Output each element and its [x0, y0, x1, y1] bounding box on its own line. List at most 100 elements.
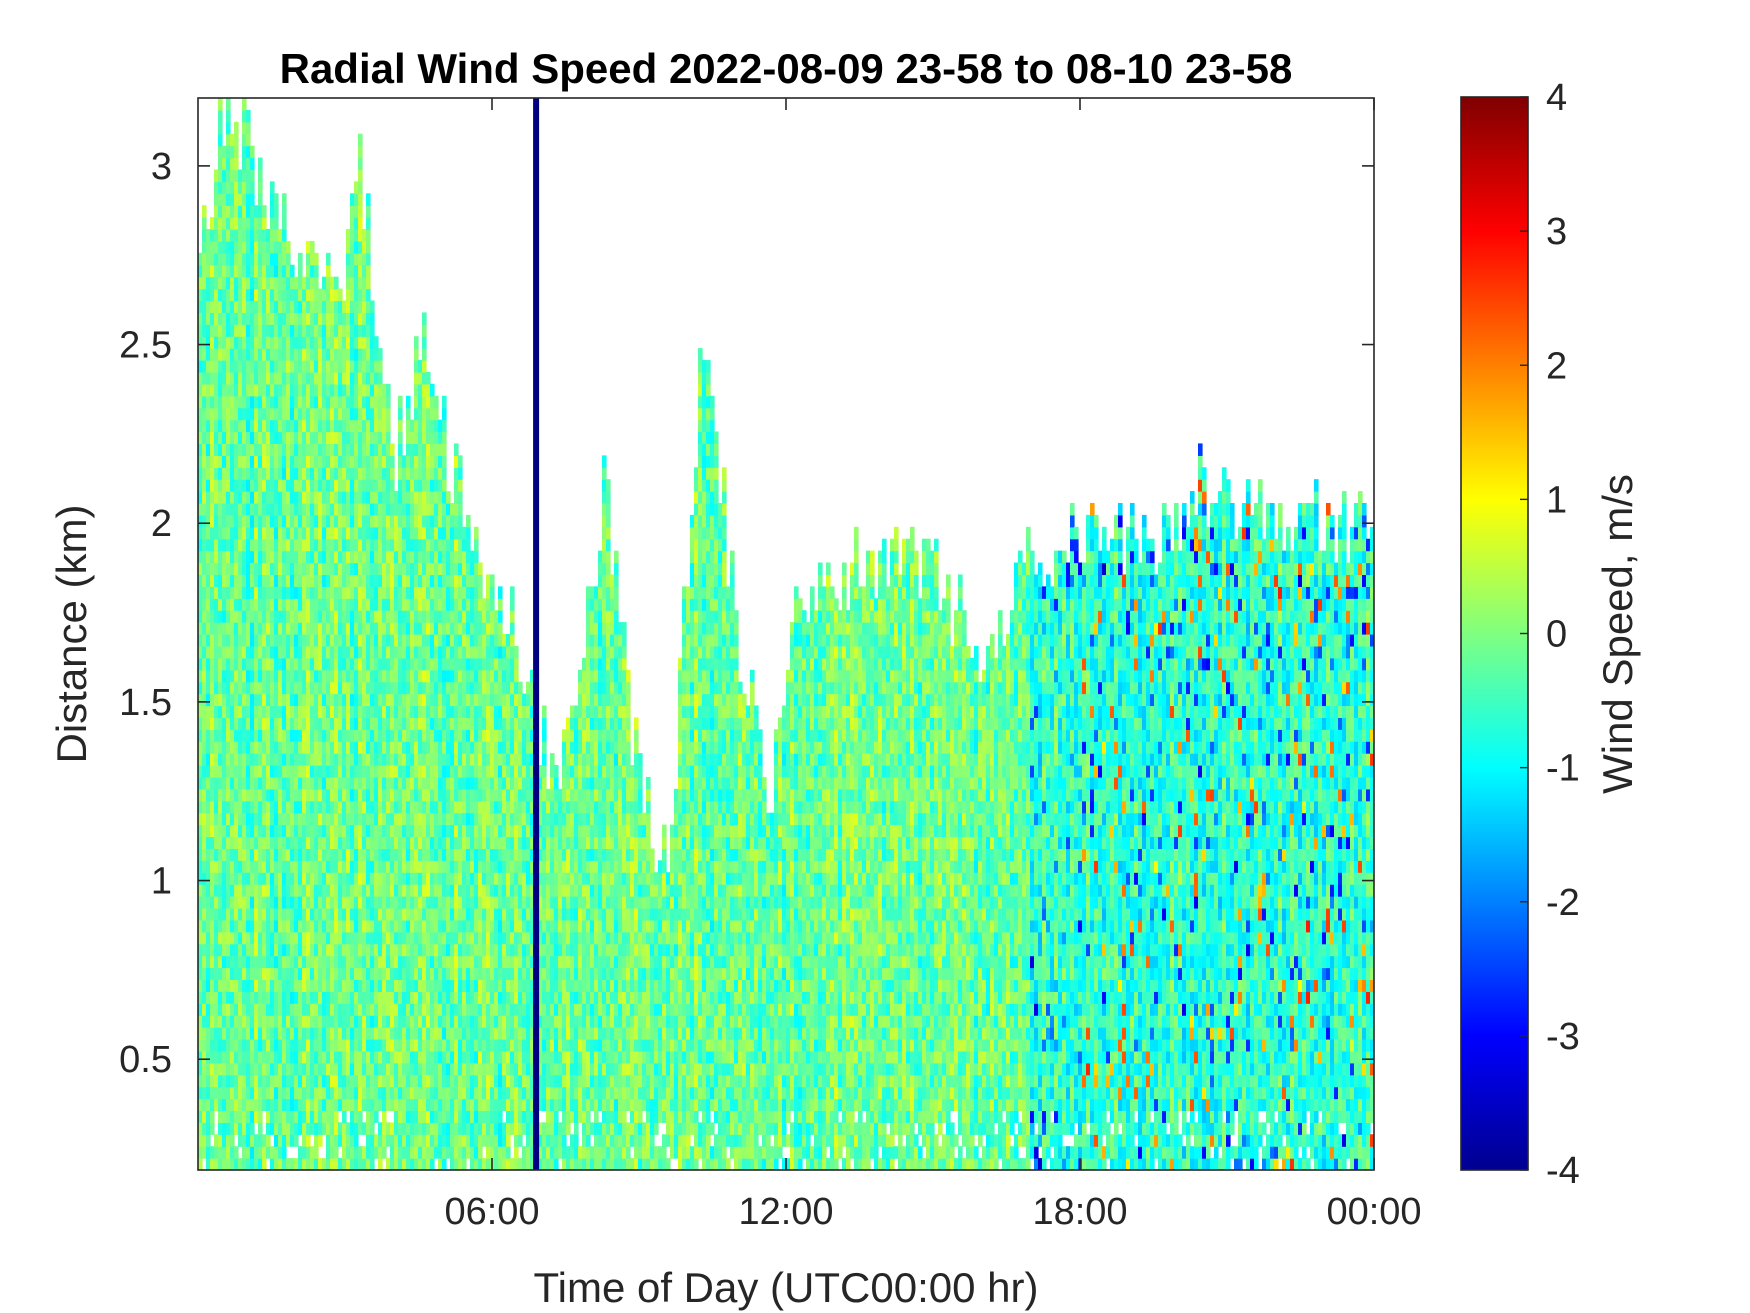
heatmap-cell — [354, 217, 359, 230]
heatmap-cell — [406, 1122, 411, 1135]
heatmap-cell — [202, 1050, 207, 1064]
heatmap-cell — [234, 1122, 239, 1135]
heatmap-cell — [254, 1158, 259, 1170]
heatmap-cell — [234, 800, 239, 814]
heatmap-cell — [250, 610, 255, 623]
heatmap-cell — [370, 1134, 375, 1147]
heatmap-cell — [290, 443, 295, 456]
heatmap-cell — [414, 705, 419, 718]
heatmap-cell — [358, 634, 363, 647]
heatmap-cell — [258, 860, 263, 873]
heatmap-cell — [382, 407, 387, 421]
heatmap-cell — [394, 1050, 399, 1064]
heatmap-cell — [206, 336, 211, 349]
heatmap-cell — [294, 502, 299, 516]
heatmap-cell — [374, 1015, 379, 1028]
heatmap-cell — [282, 407, 287, 421]
heatmap-cell — [326, 931, 331, 945]
heatmap-cell — [382, 467, 387, 480]
heatmap-cell — [334, 800, 339, 814]
heatmap-cell — [266, 657, 271, 671]
heatmap-cell — [442, 1062, 447, 1076]
heatmap-cell — [418, 431, 423, 445]
heatmap-cell — [338, 1098, 343, 1112]
heatmap-cell — [262, 467, 267, 480]
heatmap-cell — [462, 824, 467, 838]
heatmap-cell — [310, 788, 315, 802]
heatmap-cell — [398, 1062, 403, 1076]
heatmap-cell — [418, 1122, 423, 1135]
heatmap-cell — [214, 788, 219, 802]
heatmap-cell — [218, 109, 223, 123]
heatmap-cell — [214, 169, 219, 182]
heatmap-cell — [414, 776, 419, 790]
heatmap-cell — [246, 836, 251, 849]
heatmap-cell — [262, 634, 267, 647]
heatmap-cell — [410, 431, 415, 445]
heatmap-cell — [402, 526, 407, 540]
heatmap-cell — [382, 884, 387, 897]
heatmap-cell — [402, 1038, 407, 1052]
heatmap-cell — [234, 729, 239, 742]
heatmap-cell — [450, 1134, 455, 1147]
heatmap-cell — [210, 848, 215, 861]
heatmap-cell — [314, 931, 319, 945]
heatmap-cell — [298, 491, 303, 504]
heatmap-cell — [382, 502, 387, 516]
heatmap-cell — [290, 348, 295, 361]
heatmap-cell — [390, 741, 395, 754]
heatmap-cell — [202, 634, 207, 647]
heatmap-cell — [262, 1134, 267, 1147]
heatmap-cell — [378, 741, 383, 754]
heatmap-cell — [286, 431, 291, 445]
heatmap-cell — [262, 312, 267, 325]
heatmap-cell — [346, 252, 351, 266]
heatmap-cell — [378, 514, 383, 528]
heatmap-cell — [262, 240, 267, 254]
heatmap-cell — [322, 1003, 327, 1016]
heatmap-cell — [254, 931, 259, 945]
heatmap-cell — [418, 562, 423, 576]
heatmap-cell — [406, 979, 411, 992]
heatmap-cell — [198, 693, 203, 707]
heatmap-cell — [286, 1110, 291, 1123]
heatmap-cell — [414, 955, 419, 969]
heatmap-cell — [322, 550, 327, 564]
heatmap-cell — [410, 669, 415, 683]
heatmap-cell — [390, 943, 395, 957]
heatmap-cell — [354, 276, 359, 290]
heatmap-cell — [402, 765, 407, 778]
heatmap-cell — [450, 800, 455, 814]
heatmap-cell — [222, 622, 227, 635]
heatmap-cell — [442, 586, 447, 599]
heatmap-cell — [346, 300, 351, 313]
heatmap-cell — [414, 586, 419, 599]
heatmap-cell — [226, 979, 231, 992]
heatmap-cell — [406, 455, 411, 468]
heatmap-cell — [418, 943, 423, 957]
heatmap-cell — [206, 622, 211, 635]
heatmap-cell — [274, 1098, 279, 1112]
heatmap-cell — [298, 872, 303, 885]
heatmap-cell — [254, 872, 259, 885]
heatmap-cell — [370, 562, 375, 576]
heatmap-cell — [422, 562, 427, 576]
heatmap-cell — [366, 312, 371, 325]
heatmap-cell — [306, 1098, 311, 1112]
heatmap-cell — [398, 431, 403, 445]
heatmap-cell — [446, 884, 451, 897]
heatmap-cell — [410, 1110, 415, 1123]
heatmap-cell — [262, 562, 267, 576]
heatmap-cell — [466, 1062, 471, 1076]
heatmap-cell — [426, 943, 431, 957]
heatmap-cell — [302, 1098, 307, 1112]
heatmap-cell — [246, 753, 251, 766]
heatmap-cell — [390, 681, 395, 695]
heatmap-cell — [250, 252, 255, 266]
heatmap-cell — [370, 991, 375, 1004]
heatmap-cell — [318, 514, 323, 528]
heatmap-cell — [306, 550, 311, 564]
heatmap-cell — [314, 634, 319, 647]
heatmap-cell — [286, 765, 291, 778]
heatmap-cell — [282, 610, 287, 623]
